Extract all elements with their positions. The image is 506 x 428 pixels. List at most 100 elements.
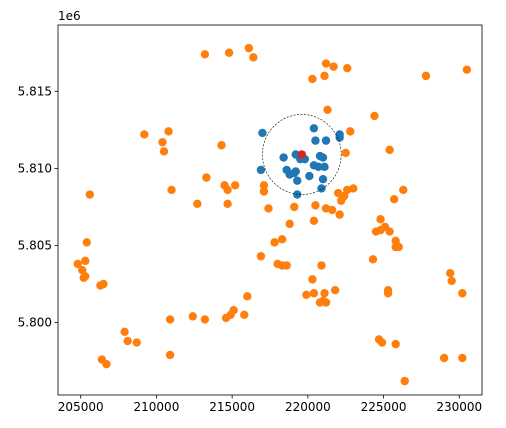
outside-point	[290, 202, 299, 212]
outside-point	[323, 105, 332, 114]
outside-point	[368, 255, 378, 264]
outside-point	[321, 298, 331, 307]
outside-point	[282, 261, 291, 270]
outside-point	[400, 376, 409, 386]
outside-point	[223, 199, 232, 209]
outside-point	[446, 269, 455, 278]
inside-point	[317, 184, 326, 193]
outside-point	[308, 74, 317, 84]
outside-point	[462, 65, 472, 74]
inside-point	[305, 171, 314, 181]
outside-point	[302, 290, 311, 299]
outside-point	[81, 256, 90, 266]
outside-point	[371, 227, 381, 236]
inside-point	[321, 136, 331, 145]
outside-point	[224, 48, 234, 57]
outside-point	[321, 59, 331, 68]
outside-point	[377, 338, 387, 347]
y-axis-offset-label: 1e6	[58, 9, 81, 23]
inside-point	[318, 174, 328, 184]
outside-point	[321, 204, 331, 213]
inside-point	[318, 153, 328, 162]
outside-point	[200, 315, 210, 324]
outside-point	[102, 359, 111, 369]
x-tick-label: 215000	[209, 400, 255, 414]
outside-point	[370, 111, 379, 121]
outside-point	[320, 71, 329, 81]
search-radius-circle	[262, 114, 342, 195]
y-tick-label: 5.810	[18, 161, 52, 175]
inside-point	[309, 124, 319, 133]
outside-point	[447, 276, 456, 286]
outside-point	[120, 327, 129, 336]
outside-point	[391, 339, 400, 349]
outside-point	[82, 238, 91, 247]
inside-point	[291, 167, 300, 176]
outside-point	[240, 310, 249, 320]
outside-point	[458, 353, 467, 363]
outside-point	[99, 279, 108, 289]
outside-point	[164, 127, 173, 136]
outside-point	[349, 184, 358, 193]
outside-point	[244, 43, 253, 53]
outside-point	[259, 181, 269, 190]
outside-point	[85, 190, 95, 199]
y-tick-label: 5.800	[18, 316, 52, 330]
outside-point	[421, 71, 431, 81]
x-tick-label: 210000	[134, 400, 180, 414]
outside-point	[217, 141, 226, 150]
outside-point	[341, 148, 350, 158]
outside-point	[335, 210, 344, 219]
outside-point	[394, 242, 403, 252]
y-tick-label: 5.815	[18, 84, 52, 98]
outside-point	[315, 298, 325, 307]
inside-point	[335, 130, 344, 139]
outside-point	[256, 252, 266, 261]
outside-point	[202, 173, 211, 182]
x-tick-label: 220000	[285, 400, 331, 414]
outside-point	[230, 181, 240, 190]
outside-point	[376, 215, 385, 224]
axes-frame	[57, 24, 483, 396]
outside-point	[221, 313, 231, 323]
outside-point	[159, 147, 169, 156]
outside-point	[385, 227, 394, 236]
outside-point	[330, 285, 340, 295]
outside-point	[243, 292, 252, 301]
inside-point	[258, 128, 267, 138]
x-tick-label: 230000	[436, 400, 482, 414]
inside-point	[320, 162, 329, 172]
outside-point	[385, 145, 394, 155]
outside-point	[320, 289, 329, 298]
outside-point	[309, 216, 319, 225]
outside-point	[389, 195, 399, 204]
outside-point	[188, 312, 197, 321]
center-x-marker	[298, 150, 306, 159]
inside-point	[314, 162, 323, 172]
outside-point	[399, 185, 408, 195]
outside-point	[132, 338, 141, 347]
outside-point	[165, 315, 175, 324]
inside-point	[256, 165, 266, 175]
x-tick-label: 205000	[58, 400, 104, 414]
outside-point	[140, 130, 149, 139]
x-axis: 205000 210000 215000 220000 225000 230000	[58, 395, 482, 414]
outside-point	[277, 235, 287, 244]
outside-point	[309, 289, 319, 298]
y-axis: 5.800 5.805 5.810 5.815	[18, 84, 58, 330]
inside-point	[311, 136, 320, 145]
outside-point	[264, 204, 273, 213]
outside-point	[308, 275, 317, 284]
inside-point	[279, 153, 288, 162]
outside-point	[285, 219, 294, 229]
plot-area	[73, 43, 472, 386]
outside-point	[158, 137, 167, 147]
outside-point	[249, 53, 258, 62]
outside-point	[165, 350, 175, 360]
outside-point	[259, 187, 269, 196]
outside-point	[123, 336, 132, 346]
outside-point	[346, 127, 355, 136]
outside-point	[167, 185, 176, 195]
x-tick-label: 225000	[361, 400, 407, 414]
